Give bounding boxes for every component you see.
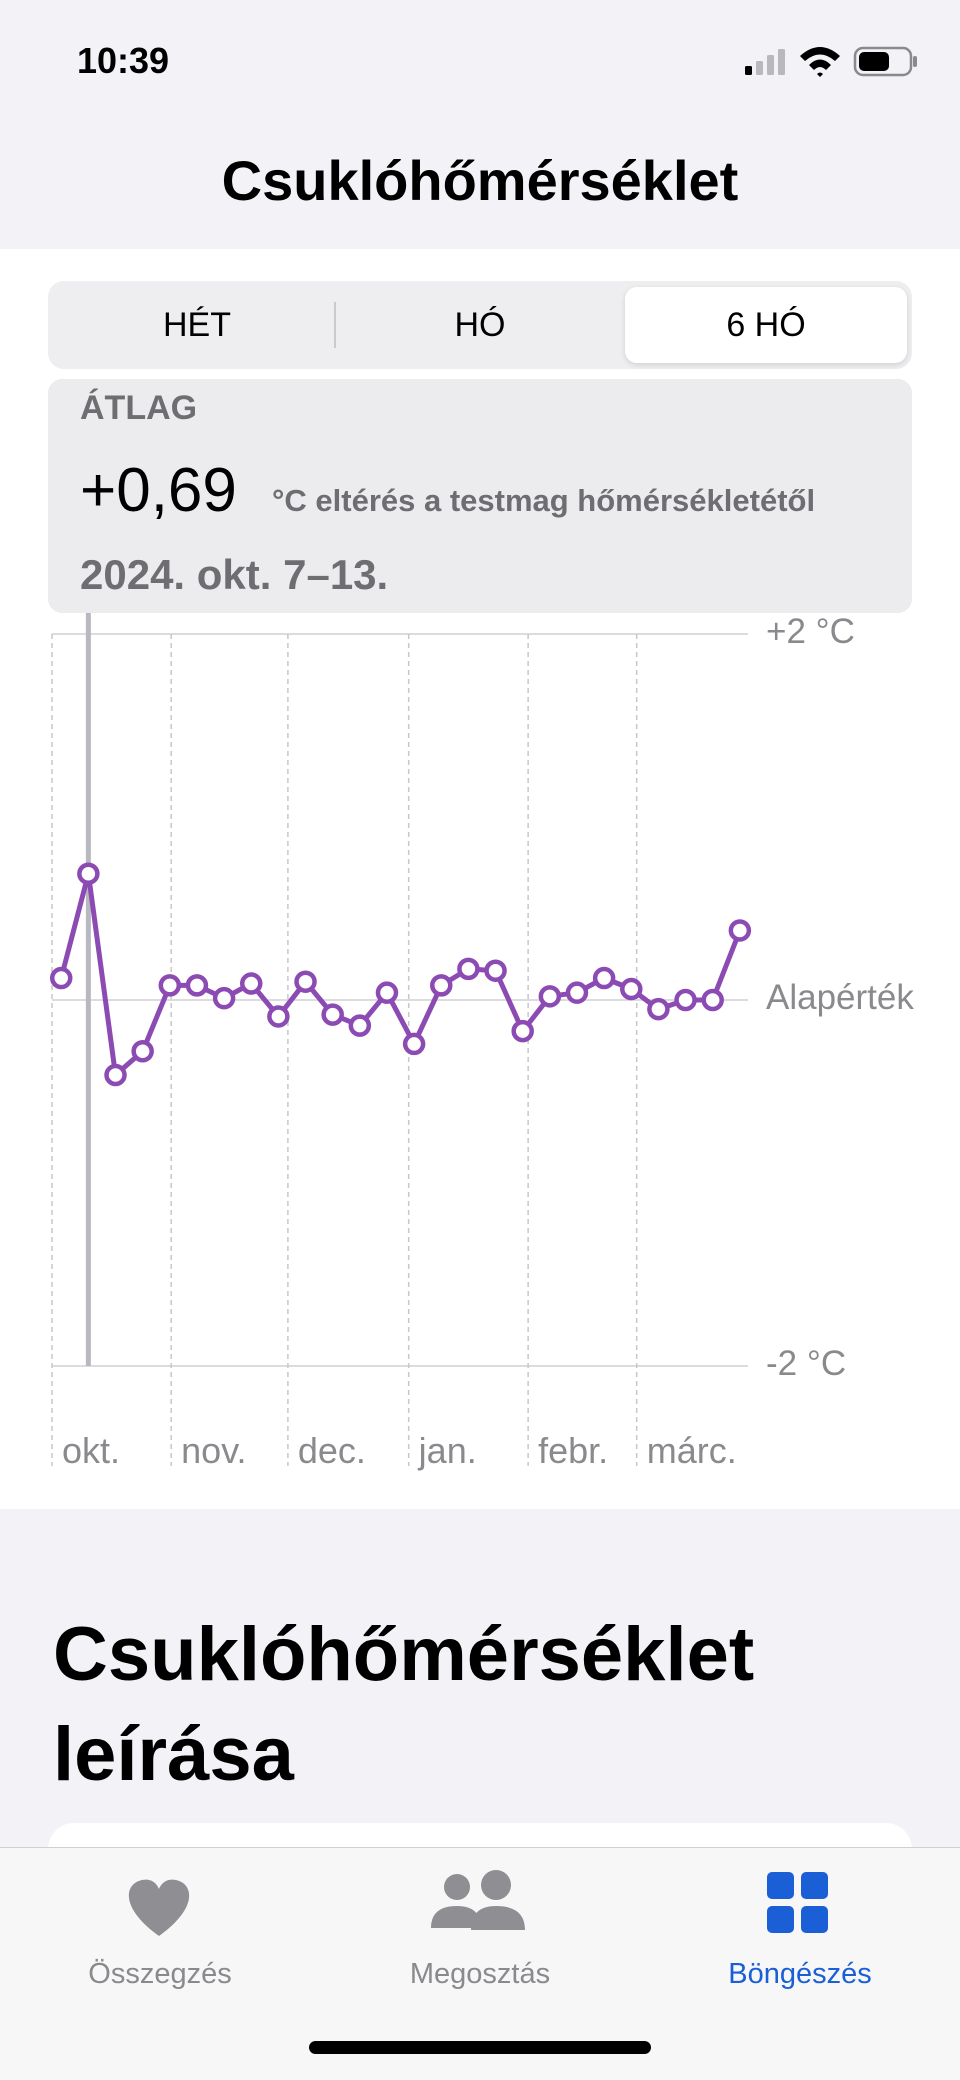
summary-unit: °C eltérés a testmag hőmérsékletétől: [272, 483, 816, 518]
heart-icon: [128, 1879, 190, 1936]
data-point: [348, 1014, 372, 1037]
data-point: [402, 1032, 426, 1056]
x-tick-label: nov.: [181, 1430, 247, 1471]
y-tick-label: -2 °C: [766, 1344, 847, 1383]
data-point: [267, 1005, 290, 1028]
data-point: [294, 970, 317, 993]
data-point: [239, 972, 263, 995]
data-point: [321, 1003, 344, 1026]
data-point: [131, 1039, 154, 1063]
data-point: [212, 986, 236, 1010]
data-point: [457, 957, 480, 981]
x-tick-label: jan.: [418, 1430, 477, 1471]
data-point: [538, 985, 562, 1008]
grid-icon: [767, 1906, 794, 1933]
data-point: [77, 862, 100, 885]
x-tick-label: febr.: [538, 1430, 609, 1471]
data-point: [511, 1019, 534, 1043]
y-tick-label: Alapérték: [766, 978, 914, 1017]
signal-bar: [767, 55, 774, 75]
signal-bar: [745, 66, 752, 75]
data-point: [647, 997, 670, 1021]
battery-outline: [853, 46, 913, 77]
segment[interactable]: 6 HÓ: [625, 287, 907, 363]
data-point: [185, 974, 209, 997]
x-tick-label: márc.: [646, 1430, 737, 1471]
data-point: [430, 974, 453, 997]
nav-title: Csuklóhőmérséklet: [221, 149, 739, 212]
home-indicator: [309, 2041, 651, 2054]
grid-icon: [801, 1872, 828, 1899]
data-line: [58, 871, 743, 1078]
data-point: [565, 981, 589, 1004]
summary-label: ÁTLAG: [80, 389, 198, 427]
x-tick-label: okt.: [62, 1430, 121, 1471]
signal-bar: [756, 61, 763, 75]
status-time: 10:39: [77, 40, 170, 81]
data-point: [104, 1063, 127, 1087]
chart: [49, 613, 752, 1466]
summary-box: ÁTLAG +0,69 °C eltérés a testmag hőmérsé…: [48, 379, 912, 613]
section-title: Csuklóhőmérséklet leírása: [53, 1612, 755, 1797]
tab[interactable]: Megosztás: [409, 1958, 551, 1990]
x-tick-label: dec.: [297, 1430, 366, 1471]
summary-value: +0,69: [80, 456, 237, 525]
tab[interactable]: Böngészés: [728, 1958, 872, 1990]
signal-bar: [778, 49, 785, 75]
data-point: [49, 966, 73, 990]
y-tick-label: +2 °C: [766, 612, 855, 651]
tab[interactable]: Összegzés: [88, 1958, 232, 1990]
data-point: [620, 977, 643, 1001]
data-point: [375, 981, 399, 1004]
tab-icons: [128, 1870, 828, 1936]
summary-date: 2024. okt. 7–13.: [80, 551, 389, 598]
status-icons: [745, 46, 917, 77]
data-point: [484, 959, 507, 982]
data-point: [701, 988, 724, 1012]
data-point: [728, 919, 752, 942]
data-point: [592, 966, 616, 990]
segment[interactable]: HÓ: [454, 306, 506, 344]
grid-icon: [767, 1872, 794, 1899]
segmented-control: HÉT HÓ 6 HÓ: [48, 281, 912, 369]
grid-icon: [801, 1906, 828, 1933]
segment[interactable]: HÉT: [163, 306, 231, 344]
people-icon: [481, 1870, 511, 1900]
segment-divider: [334, 302, 336, 348]
people-icon: [431, 1906, 525, 1930]
battery-cap: [913, 56, 917, 67]
battery-level: [859, 52, 889, 71]
data-point: [674, 988, 697, 1012]
data-point: [158, 974, 182, 997]
people-icon: [444, 1874, 470, 1900]
wifi-icon: [800, 47, 840, 77]
